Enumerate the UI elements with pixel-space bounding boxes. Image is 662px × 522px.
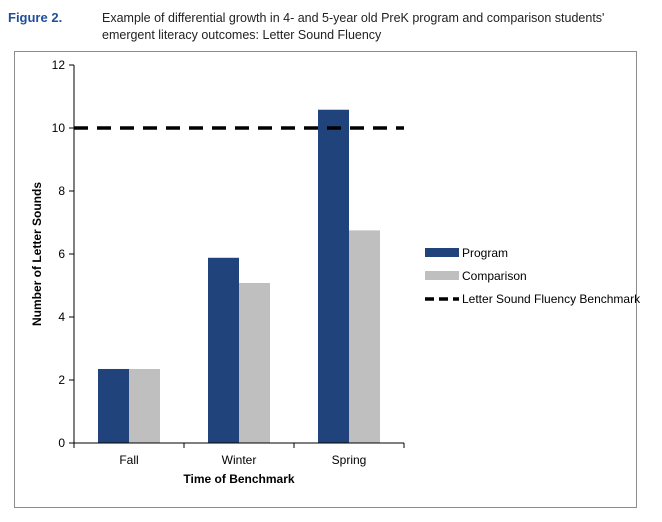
y-tick-label: 2 (58, 373, 65, 387)
bar-comparison-winter (239, 282, 270, 443)
legend-swatch (425, 248, 459, 257)
axes (73, 65, 404, 444)
legend: Program Comparison Letter Sound Fluency Be… (425, 246, 641, 306)
x-axis-ticks: Fall Winter Spring (73, 443, 405, 467)
bars (98, 109, 380, 443)
bar-comparison-fall (129, 368, 160, 443)
y-tick-label: 4 (58, 310, 65, 324)
y-tick-label: 10 (52, 121, 66, 135)
y-tick-label: 0 (58, 436, 65, 450)
bar-program-spring (318, 109, 349, 443)
y-axis-ticks: 0 2 4 6 8 10 12 (52, 58, 74, 450)
y-tick-label: 6 (58, 247, 65, 261)
y-tick-label: 8 (58, 184, 65, 198)
x-axis-title: Time of Benchmark (183, 472, 294, 486)
legend-label: Letter Sound Fluency Benchmark (462, 292, 641, 306)
legend-label: Program (462, 246, 508, 260)
x-tick-label: Spring (332, 453, 367, 467)
bar-comparison-spring (349, 230, 380, 443)
chart-frame (14, 51, 637, 508)
legend-swatch (425, 271, 459, 280)
bar-program-winter (208, 257, 239, 443)
figure-caption: Example of differential growth in 4- and… (102, 11, 605, 42)
legend-label: Comparison (462, 269, 527, 283)
y-axis-title: Number of Letter Sounds (30, 182, 44, 326)
y-tick-label: 12 (52, 58, 66, 72)
figure-label: Figure 2. (8, 10, 63, 25)
x-tick-label: Winter (222, 453, 257, 467)
x-tick-label: Fall (119, 453, 138, 467)
bar-program-fall (98, 368, 129, 443)
